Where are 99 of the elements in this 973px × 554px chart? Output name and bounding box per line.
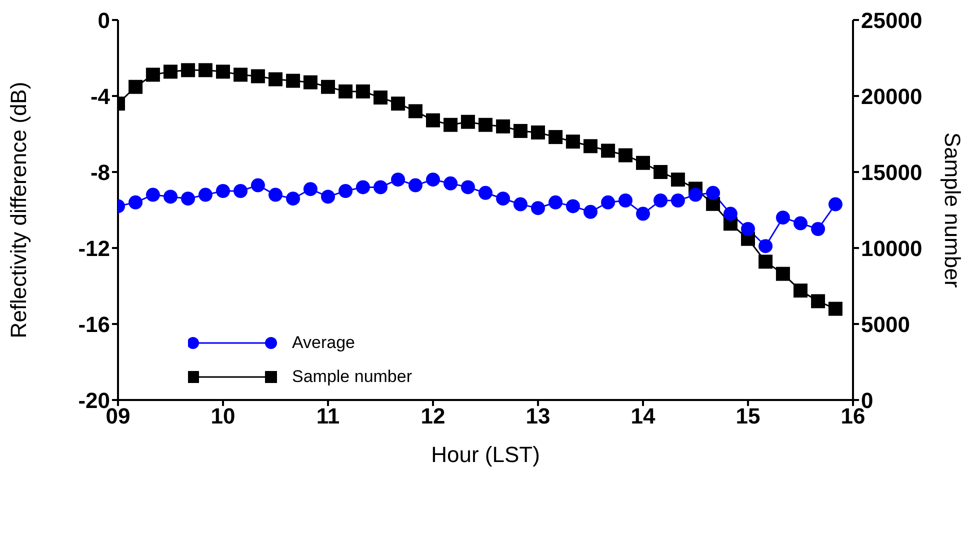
point [234,68,248,82]
point [356,180,370,194]
point [654,194,668,208]
point [496,119,510,134]
point [654,165,668,179]
point [794,284,808,298]
point [811,294,826,308]
point [391,172,406,187]
x-tick-label: 10 [210,404,236,429]
x-tick-label: 15 [736,404,760,429]
point [723,206,738,221]
point [584,204,598,219]
y2-tick-label: 25000 [861,8,922,33]
y-tick-label: -12 [78,236,110,261]
point [548,130,563,144]
point [776,266,790,281]
y-tick-label: -8 [90,160,110,185]
point [478,118,492,132]
point [146,188,160,202]
point [164,64,178,79]
point [531,201,545,216]
x-tick-label: 11 [316,404,340,429]
point [268,188,282,202]
point [811,222,826,236]
point [321,190,335,204]
point [374,90,388,105]
point [216,184,230,198]
y-tick-label: -4 [90,84,111,109]
point [706,186,720,200]
y2-tick-label: 15000 [861,160,922,185]
point [198,188,212,202]
point [636,156,650,170]
point [758,254,773,269]
point [548,195,563,210]
point [234,184,248,198]
point [601,144,616,158]
y2-tick-label: 5000 [861,312,910,337]
x-tick-label: 14 [630,404,656,429]
x-tick-label: 13 [526,404,550,429]
point [460,180,475,194]
point [566,134,580,149]
y2-tick-label: 20000 [861,84,922,109]
point [670,172,685,187]
point [426,172,440,187]
point [513,197,528,212]
point [496,192,510,206]
point [303,182,318,196]
x-tick-label: 12 [420,404,446,429]
point [128,80,143,94]
point [741,222,755,236]
point [286,74,300,88]
point [128,195,143,210]
point [566,199,580,214]
point [250,178,265,192]
point [338,84,353,98]
legend-label: Sample number [292,367,412,387]
point [146,68,160,82]
point [444,176,458,190]
point [164,190,178,204]
point [374,180,388,194]
point [460,114,475,129]
point [216,64,230,79]
point [181,192,196,206]
point [268,72,282,86]
point [688,188,702,202]
point [601,195,616,210]
point [828,302,842,316]
y-axis-title: Reflectivity difference (dB) [6,82,31,338]
point [391,96,406,111]
point [181,63,196,78]
point [618,194,632,208]
point [584,139,598,154]
y2-axis-title: Sample number [940,132,966,288]
point [776,210,790,225]
point [636,206,650,221]
point [356,84,370,98]
point [670,194,685,208]
y2-tick-label: 10000 [861,236,922,261]
point [618,148,632,162]
point [794,216,808,230]
point [444,118,458,132]
point [408,178,422,192]
point [321,80,335,94]
point [338,184,353,198]
y-tick-label: 0 [98,8,110,33]
point [513,124,528,138]
point [426,113,440,128]
y-tick-label: -16 [78,312,110,337]
point [286,192,300,206]
point [531,125,545,140]
point [828,197,842,212]
point [758,239,773,254]
point [303,75,318,90]
point [198,63,212,78]
point [250,69,265,84]
legend-label: Average [292,333,356,353]
x-axis-title: Hour (LST) [431,442,540,467]
point [408,104,422,118]
point [478,186,492,200]
